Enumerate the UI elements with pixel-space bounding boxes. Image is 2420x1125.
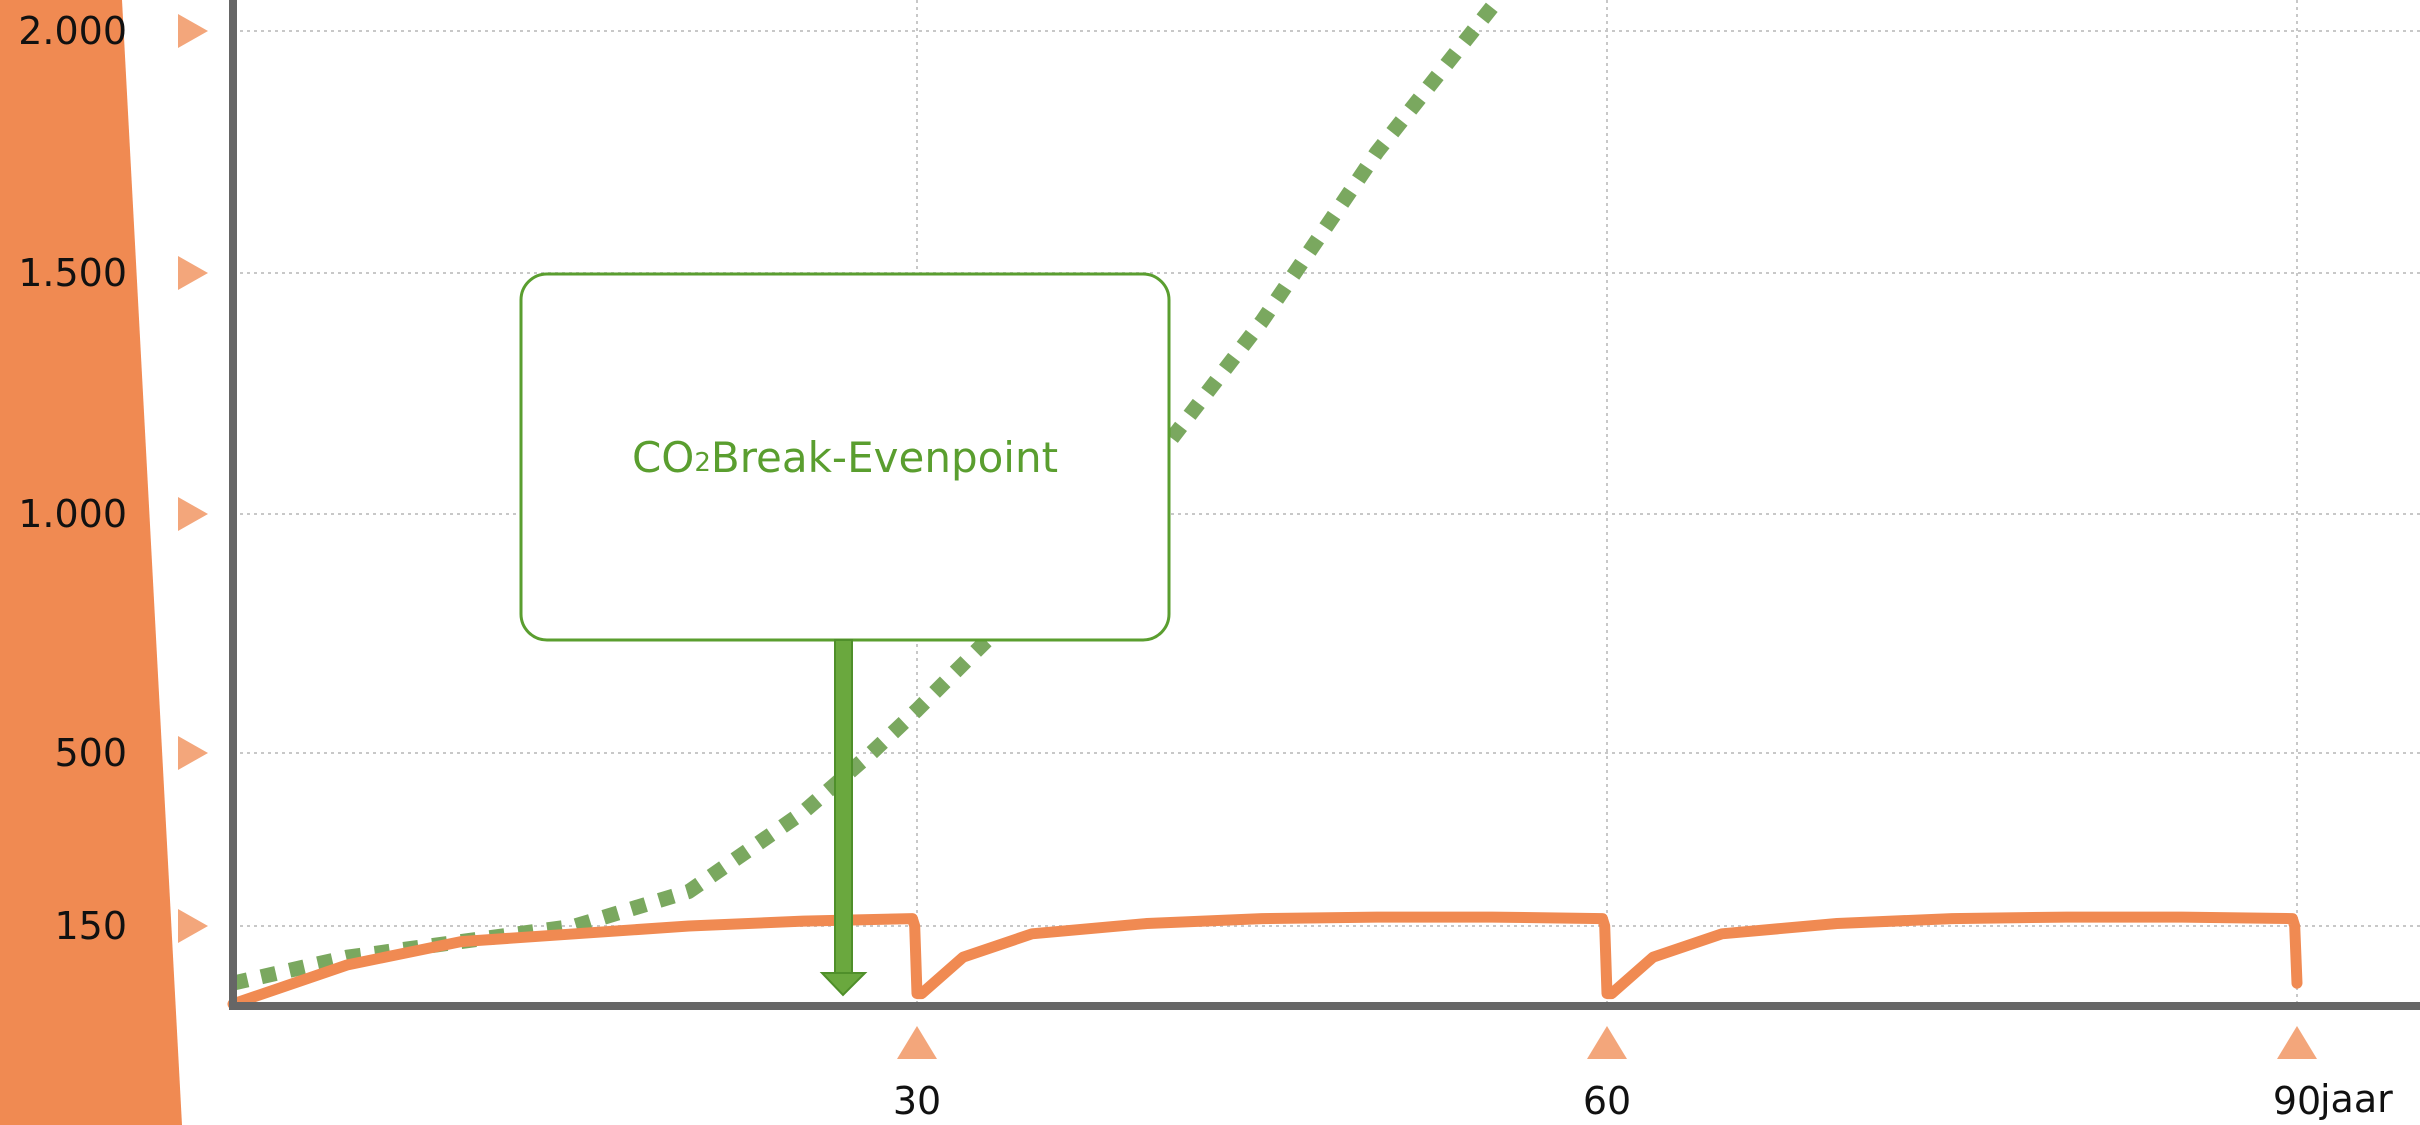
y-tick-marker bbox=[178, 736, 208, 770]
x-tick-marker bbox=[897, 1026, 937, 1059]
annotation-arrow-shaft bbox=[834, 639, 853, 976]
dotted-series-line bbox=[231, 2, 1498, 991]
y-tick-marker bbox=[178, 256, 208, 290]
annotation-text-after: Break-Evenpoint bbox=[710, 432, 1059, 482]
y-tick-marker bbox=[178, 14, 208, 48]
y-tick-label: 1.500 bbox=[18, 251, 127, 295]
left-band bbox=[0, 0, 182, 1125]
annotation-arrow-head bbox=[819, 972, 868, 997]
x-tick-label: 30 bbox=[893, 1079, 941, 1123]
x-tick-label: 60 bbox=[1583, 1079, 1631, 1123]
x-tick-label: 90 bbox=[2273, 1079, 2321, 1123]
x-tick-marker bbox=[1587, 1026, 1627, 1059]
x-axis-label: jaar bbox=[2319, 1077, 2393, 1121]
annotation-subscript: 2 bbox=[694, 448, 711, 478]
y-tick-label: 150 bbox=[54, 904, 127, 948]
y-tick-marker bbox=[178, 497, 208, 531]
annotation-text: CO bbox=[631, 432, 695, 482]
annotation-label: CO 2 Break-Evenpoint bbox=[521, 274, 1169, 640]
series-layer bbox=[227, 2, 2303, 1010]
y-tick-label: 1.000 bbox=[18, 492, 127, 536]
y-tick-label: 2.000 bbox=[18, 9, 127, 53]
solid-series-line bbox=[227, 911, 2303, 1010]
x-tick-marker bbox=[2277, 1026, 2317, 1059]
y-tick-label: 500 bbox=[54, 731, 127, 775]
ticks-layer: 150 500 1.000 1.500 2.000 30 60 90 bbox=[18, 9, 2321, 1123]
y-tick-marker bbox=[178, 909, 208, 943]
